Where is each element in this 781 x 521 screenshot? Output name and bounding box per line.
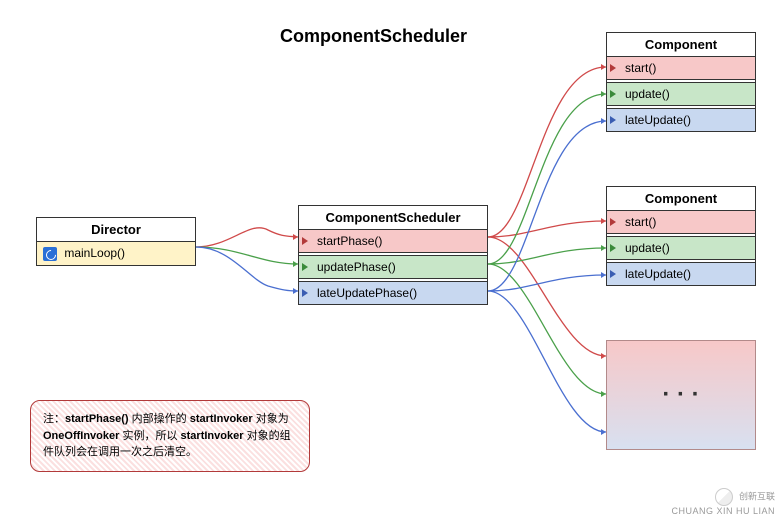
component2-start-label: start() (613, 215, 656, 229)
component1-start-cell: start() (607, 57, 755, 80)
director-header: Director (37, 218, 195, 242)
component1-header: Component (607, 33, 755, 57)
triangle-icon (610, 270, 616, 278)
scheduler-late-label: lateUpdatePhase() (305, 286, 417, 300)
triangle-icon (610, 116, 616, 124)
component2-box: Component start() update() lateUpdate() (606, 186, 756, 286)
note-box: 注：startPhase() 内部操作的 startInvoker 对象为 On… (30, 400, 310, 472)
scheduler-box: ComponentScheduler startPhase() updatePh… (298, 205, 488, 305)
diagram-title: ComponentScheduler (280, 26, 467, 47)
watermark-sub: CHUANG XIN HU LIAN (671, 506, 775, 516)
component2-late-cell: lateUpdate() (607, 263, 755, 285)
component2-header: Component (607, 187, 755, 211)
director-box: Director mainLoop() (36, 217, 196, 266)
ellipsis-box: · · · (606, 340, 756, 450)
loop-icon (43, 247, 57, 261)
director-mainloop-cell: mainLoop() (37, 242, 195, 265)
watermark-logo-icon (715, 488, 733, 506)
triangle-icon (302, 237, 308, 245)
component1-late-label: lateUpdate() (613, 113, 691, 127)
triangle-icon (610, 244, 616, 252)
director-mainloop-label: mainLoop() (64, 246, 125, 260)
component2-update-label: update() (613, 241, 670, 255)
component2-update-cell: update() (607, 237, 755, 260)
component1-box: Component start() update() lateUpdate() (606, 32, 756, 132)
component1-update-cell: update() (607, 83, 755, 106)
component1-late-cell: lateUpdate() (607, 109, 755, 131)
scheduler-header: ComponentScheduler (299, 206, 487, 230)
note-text: 注：startPhase() 内部操作的 startInvoker 对象为 On… (43, 413, 291, 458)
scheduler-start-cell: startPhase() (299, 230, 487, 253)
scheduler-update-label: updatePhase() (305, 260, 396, 274)
triangle-icon (610, 218, 616, 226)
component2-late-label: lateUpdate() (613, 267, 691, 281)
component1-start-label: start() (613, 61, 656, 75)
watermark: 创新互联 CHUANG XIN HU LIAN (671, 488, 775, 517)
component2-start-cell: start() (607, 211, 755, 234)
scheduler-start-label: startPhase() (305, 234, 382, 248)
triangle-icon (610, 90, 616, 98)
watermark-brand: 创新互联 (739, 492, 775, 502)
component1-update-label: update() (613, 87, 670, 101)
ellipsis-label: · · · (662, 381, 699, 409)
triangle-icon (302, 263, 308, 271)
triangle-icon (610, 64, 616, 72)
scheduler-update-cell: updatePhase() (299, 256, 487, 279)
scheduler-late-cell: lateUpdatePhase() (299, 282, 487, 304)
triangle-icon (302, 289, 308, 297)
